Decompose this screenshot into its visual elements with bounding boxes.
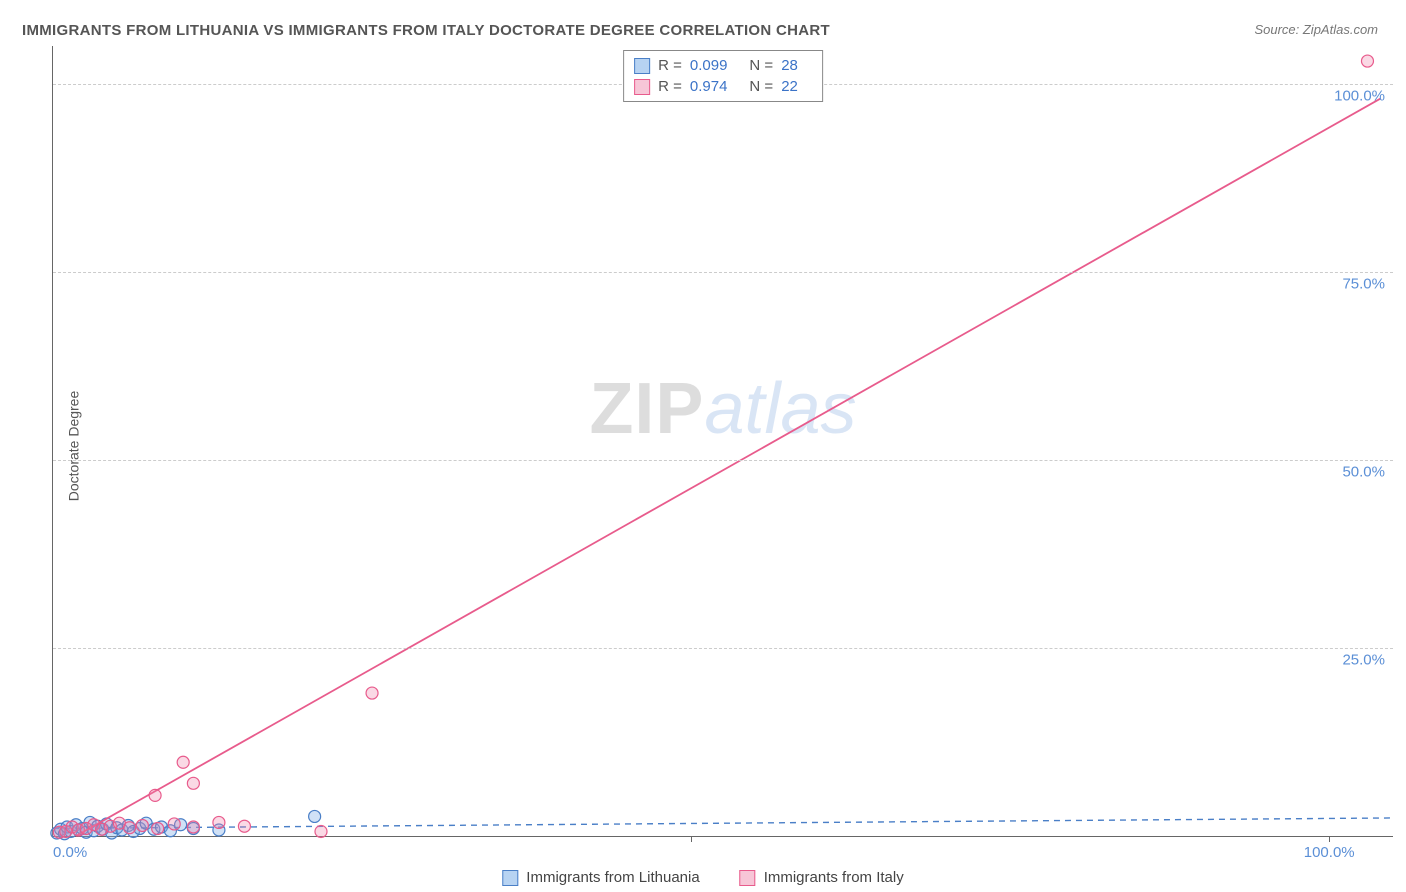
x-tick-label: 0.0% [53, 844, 87, 861]
series-legend: Immigrants from Lithuania Immigrants fro… [502, 869, 903, 886]
data-point [187, 821, 199, 833]
legend-row-lithuania: R = 0.099 N = 28 [634, 55, 812, 76]
y-tick-label: 50.0% [1342, 463, 1385, 480]
swatch-lithuania [634, 58, 650, 74]
swatch-italy-bottom [740, 870, 756, 886]
gridline [53, 648, 1393, 649]
y-tick-label: 25.0% [1342, 651, 1385, 668]
trend-line [76, 99, 1380, 836]
chart-title: IMMIGRANTS FROM LITHUANIA VS IMMIGRANTS … [22, 22, 830, 39]
n-label: N = [749, 78, 773, 95]
legend-item-italy: Immigrants from Italy [740, 869, 904, 886]
series-name-italy: Immigrants from Italy [764, 869, 904, 886]
n-value-italy: 22 [781, 78, 798, 95]
data-point [366, 687, 378, 699]
r-value-lithuania: 0.099 [690, 57, 728, 74]
swatch-italy [634, 79, 650, 95]
chart-svg [53, 46, 1393, 836]
plot-area: ZIPatlas R = 0.099 N = 28 R = 0.974 N = … [52, 46, 1393, 837]
x-tick-label: 100.0% [1304, 844, 1355, 861]
series-name-lithuania: Immigrants from Lithuania [526, 869, 699, 886]
n-label: N = [749, 57, 773, 74]
y-tick-label: 75.0% [1342, 275, 1385, 292]
data-point [238, 820, 250, 832]
data-point [152, 822, 164, 834]
n-value-lithuania: 28 [781, 57, 798, 74]
r-label: R = [658, 57, 682, 74]
trend-line [53, 818, 1393, 829]
gridline [53, 460, 1393, 461]
legend-item-lithuania: Immigrants from Lithuania [502, 869, 699, 886]
source-attribution: Source: ZipAtlas.com [1254, 22, 1378, 37]
x-tick-mark [1329, 836, 1330, 842]
r-label: R = [658, 78, 682, 95]
r-value-italy: 0.974 [690, 78, 728, 95]
correlation-legend: R = 0.099 N = 28 R = 0.974 N = 22 [623, 50, 823, 102]
data-point [124, 822, 136, 834]
data-point [213, 816, 225, 828]
data-point [309, 810, 321, 822]
legend-row-italy: R = 0.974 N = 22 [634, 76, 812, 97]
y-tick-label: 100.0% [1334, 87, 1385, 104]
data-point [168, 818, 180, 830]
data-point [149, 789, 161, 801]
data-point [187, 777, 199, 789]
data-point [1361, 55, 1373, 67]
data-point [177, 756, 189, 768]
x-tick-mark [691, 836, 692, 842]
swatch-lithuania-bottom [502, 870, 518, 886]
data-point [136, 819, 148, 831]
data-point [315, 825, 327, 837]
gridline [53, 272, 1393, 273]
